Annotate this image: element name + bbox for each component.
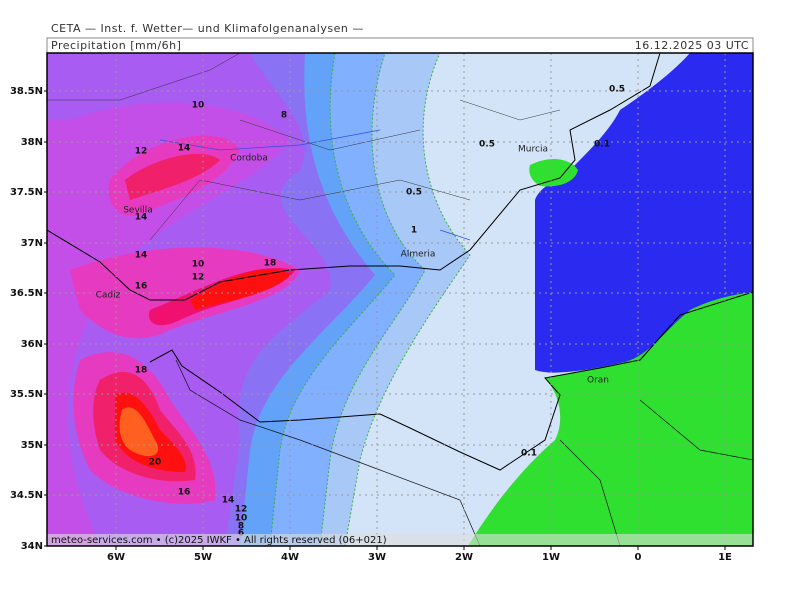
contour-label: 20 xyxy=(149,458,162,468)
contour-label: 8 xyxy=(281,111,287,121)
contour-label: 10 xyxy=(192,101,205,111)
contour-label: 0.5 xyxy=(406,188,422,198)
contour-label: 14 xyxy=(135,213,148,223)
contour-label: 16 xyxy=(135,282,148,292)
lat-label: 36N xyxy=(21,339,43,350)
lat-label: 38N xyxy=(21,137,43,148)
place-name: Oran xyxy=(587,376,609,386)
lat-label: 37.5N xyxy=(10,187,43,198)
contour-label: 12 xyxy=(235,505,248,515)
contour-label: 0.1 xyxy=(521,449,537,459)
lon-label: 5W xyxy=(194,552,212,563)
lon-label: 2W xyxy=(455,552,473,563)
map-frame xyxy=(46,52,754,547)
contour-label: 16 xyxy=(178,488,191,498)
place-name: Sevilla xyxy=(123,206,153,216)
contour-label: 6 xyxy=(238,529,244,539)
contour-label: 0.1 xyxy=(594,140,610,150)
contour-label: 10 xyxy=(192,260,205,270)
valid-time: 16.12.2025 03 UTC xyxy=(635,39,749,52)
copyright-footer: meteo-services.com • (c)2025 IWKF • All … xyxy=(51,535,387,546)
place-name: Almeria xyxy=(401,250,436,260)
field-name: Precipitation [mm/6h] xyxy=(51,39,181,52)
lon-label: 1W xyxy=(542,552,560,563)
contour-label: 18 xyxy=(264,259,277,269)
header-title: CETA — Inst. f. Wetter— und Klimafolgena… xyxy=(51,22,364,35)
contour-label: 14 xyxy=(135,251,148,261)
contour-label: 14 xyxy=(222,496,235,506)
contour-label: 0.5 xyxy=(479,140,495,150)
lat-label: 38.5N xyxy=(10,86,43,97)
place-name: Cadiz xyxy=(96,291,121,301)
contour-label: 14 xyxy=(178,144,191,154)
lon-label: 3W xyxy=(368,552,386,563)
place-name: Cordoba xyxy=(230,154,268,164)
lon-label: 6W xyxy=(107,552,125,563)
lat-label: 34.5N xyxy=(10,490,43,501)
lat-label: 37N xyxy=(21,238,43,249)
contour-label: 12 xyxy=(192,273,205,283)
place-name: Murcia xyxy=(518,145,548,155)
contour-label: 8 xyxy=(238,522,244,532)
lon-label: 0 xyxy=(635,552,642,563)
lon-label: 1E xyxy=(718,552,732,563)
lat-label: 35.5N xyxy=(10,389,43,400)
lat-label: 35N xyxy=(21,440,43,451)
contour-label: 0.5 xyxy=(609,85,625,95)
lat-label: 34N xyxy=(21,541,43,552)
contour-label: 10 xyxy=(235,514,248,524)
contour-label: 18 xyxy=(135,366,148,376)
lat-label: 36.5N xyxy=(10,288,43,299)
contour-label: 12 xyxy=(135,147,148,157)
lon-label: 4W xyxy=(281,552,299,563)
contour-label: 1 xyxy=(411,226,417,236)
